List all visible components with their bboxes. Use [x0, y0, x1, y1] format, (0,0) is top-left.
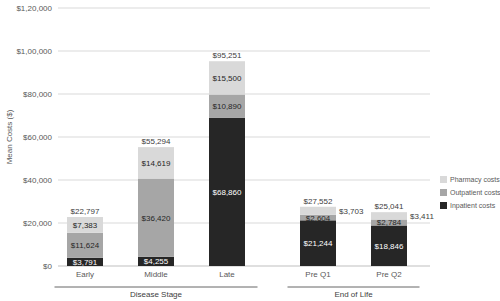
group-label: End of Life: [334, 290, 373, 299]
legend-swatch: [440, 176, 447, 183]
data-label: $14,619: [142, 159, 171, 168]
bar-segment: [209, 118, 245, 266]
data-label: $68,860: [213, 188, 242, 197]
data-label: $4,255: [144, 257, 169, 266]
data-label: $7,383: [73, 221, 98, 230]
y-tick-label: $1,00,000: [16, 47, 52, 56]
y-tick-label: $40,000: [23, 176, 52, 185]
group-line: [288, 287, 420, 288]
bar-segment: [371, 225, 407, 266]
x-tick-label: Late: [219, 270, 235, 279]
legend-swatch: [440, 189, 447, 196]
bar-segment: [138, 147, 174, 178]
data-label: $3,411: [410, 212, 434, 221]
data-label: $21,244: [304, 239, 333, 248]
data-label: $10,890: [213, 102, 242, 111]
bar-segment: [67, 217, 103, 233]
legend-label: Outpatient costs: [450, 189, 500, 197]
chart: $0 $20,000 $40,000 $60,000 $80,000 $1,00,000 $…: [0, 0, 500, 301]
total-label: $25,041: [375, 202, 404, 211]
legend-label: Inpatient costs: [450, 202, 496, 210]
y-tick-label: $1,20,000: [16, 4, 52, 13]
bar-segment: [209, 95, 245, 118]
data-label: $36,420: [142, 214, 171, 223]
group-line: [55, 287, 258, 288]
grid-line: [58, 51, 430, 52]
data-label: $18,846: [375, 242, 404, 251]
x-tick-label: Early: [76, 270, 94, 279]
legend-swatch: [440, 202, 447, 209]
x-tick-label: Pre Q1: [305, 270, 331, 279]
y-tick-label: $60,000: [23, 133, 52, 142]
y-axis-label: Mean Costs ($): [5, 109, 14, 164]
data-label: $3,791: [73, 258, 98, 267]
total-label: $55,294: [142, 137, 171, 146]
y-tick-label: $0: [43, 262, 52, 271]
bar-segment: [138, 179, 174, 257]
bar-segment: [67, 233, 103, 258]
y-tick-label: $20,000: [23, 219, 52, 228]
legend-label: Pharmacy costs: [450, 176, 500, 184]
data-label: $15,500: [213, 74, 242, 83]
total-label: $27,552: [304, 197, 333, 206]
data-label: $2,784: [377, 218, 402, 227]
data-label: $3,703: [339, 207, 364, 216]
grid-line: [58, 8, 430, 9]
total-label: $22,797: [71, 207, 100, 216]
chart-container: $0 $20,000 $40,000 $60,000 $80,000 $1,00,000 $…: [0, 0, 500, 301]
bars: [67, 61, 407, 266]
bar-segment: [138, 257, 174, 266]
bar-segment: [209, 61, 245, 94]
group-label: Disease Stage: [130, 290, 183, 299]
x-tick-label: Pre Q2: [376, 270, 402, 279]
data-labels: $3,791 $11,624 $7,383 $22,797 $4,255 $36,420 $…: [71, 51, 435, 267]
x-tick-label: Middle: [144, 270, 168, 279]
data-label: $11,624: [71, 241, 100, 250]
total-label: $95,251: [213, 51, 242, 60]
bar-segment: [300, 220, 336, 266]
bar-segment: [67, 258, 103, 266]
y-tick-label: $80,000: [23, 90, 52, 99]
data-label: $2,604: [306, 214, 331, 223]
